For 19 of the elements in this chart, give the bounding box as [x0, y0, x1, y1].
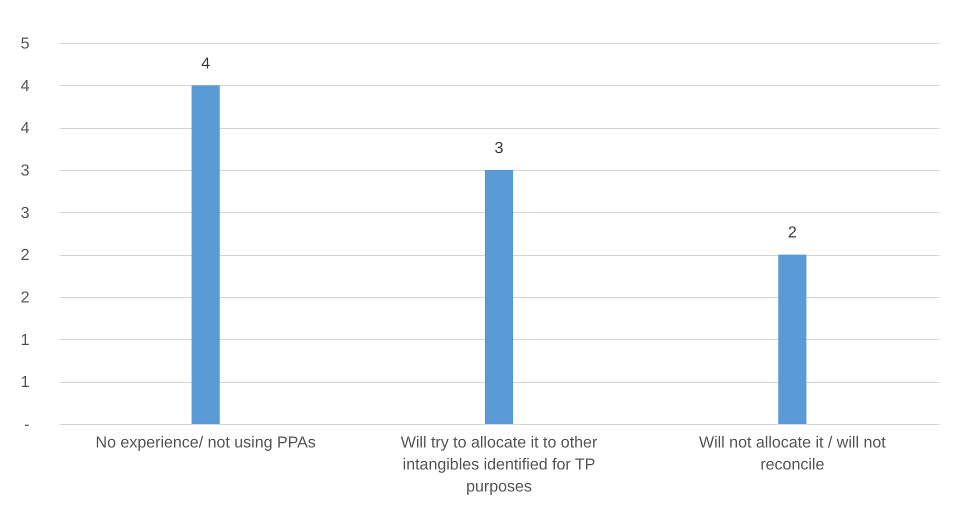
y-tick-label: 1	[20, 332, 30, 349]
y-tick-label: 4	[20, 120, 30, 138]
y-tick-label: 4	[20, 78, 30, 95]
y-tick-label: 5	[20, 36, 30, 52]
bar	[192, 85, 220, 424]
y-tick-label: 3	[20, 162, 30, 180]
bar	[778, 254, 806, 424]
bar	[484, 170, 514, 424]
y-tick-label: 2	[20, 290, 30, 306]
data-label: 2	[788, 224, 797, 242]
x-tick-label: No experience/ not using PPAs	[96, 434, 316, 452]
y-tick-label: 3	[20, 204, 30, 222]
y-tick-label: 1	[20, 374, 30, 392]
data-label: 3	[494, 140, 504, 157]
y-tick-label: -	[24, 416, 30, 434]
y-tick-label: 2	[20, 247, 30, 264]
x-tick-label: Will try to allocate it to other intangibles identified for TP purposes	[400, 434, 598, 496]
data-label: 4	[201, 55, 210, 72]
x-tick-label: Will not allocate it / will not reconcile	[698, 434, 886, 474]
